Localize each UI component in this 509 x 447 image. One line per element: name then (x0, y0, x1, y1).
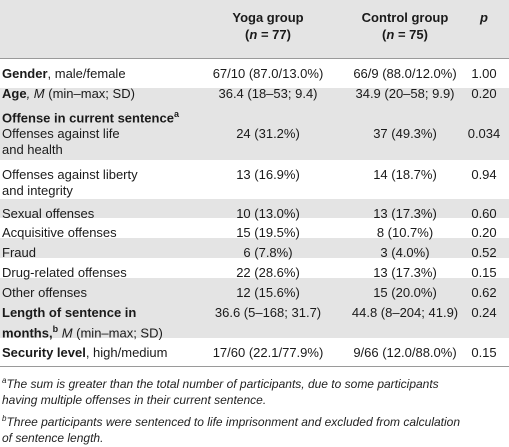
cell-yoga: 67/10 (87.0/13.0%) (212, 66, 324, 81)
cell-control: 37 (49.3%) (373, 126, 437, 141)
cell-yoga: 36.6 (5–168; 31.7) (214, 305, 322, 320)
cell-p: 0.24 (471, 305, 497, 320)
row-band (0, 110, 509, 160)
cell-p: 0.034 (467, 126, 501, 141)
row-label-offense: Drug-related offenses (2, 265, 127, 280)
cell-p: 0.52 (471, 245, 497, 260)
cell-p: 0.20 (471, 225, 497, 240)
row-label-offense: Offenses against liberty and integrity (2, 167, 138, 198)
cell-control: 44.8 (8–204; 41.9) (351, 305, 459, 320)
row-band (0, 298, 509, 338)
cell-yoga: 10 (13.0%) (236, 206, 300, 221)
row-label-security: Security level, high/medium (2, 345, 168, 360)
footnote-a: aThe sum is greater than the total numbe… (2, 376, 439, 407)
cell-yoga: 15 (19.5%) (236, 225, 300, 240)
row-label-offense: Fraud (2, 245, 36, 260)
row-band (0, 88, 509, 110)
cell-control: 66/9 (88.0/12.0%) (353, 66, 457, 81)
cell-p: 1.00 (471, 66, 497, 81)
cell-yoga: 17/60 (22.1/77.9%) (212, 345, 324, 360)
cell-p: 0.15 (471, 345, 497, 360)
row-label-gender: Gender, male/female (2, 66, 126, 81)
header-rule (0, 58, 509, 59)
cell-control: 15 (20.0%) (373, 285, 437, 300)
header-band (0, 0, 509, 58)
col-header-control: Control group (n = 75) (361, 10, 449, 42)
cell-control: 9/66 (12.0/88.0%) (353, 345, 457, 360)
row-label-offense: Other offenses (2, 285, 88, 300)
cell-control: 8 (10.7%) (376, 225, 434, 240)
row-label-offense: Offenses against life and health (2, 126, 120, 157)
cell-yoga: 6 (7.8%) (243, 245, 293, 260)
cell-yoga: 13 (16.9%) (236, 167, 300, 182)
cell-yoga: 12 (15.6%) (236, 285, 300, 300)
cell-control: 13 (17.3%) (373, 206, 437, 221)
col-header-p: p (480, 10, 488, 25)
row-label-sentence-length: Length of sentence in months,b M (min–ma… (2, 305, 163, 341)
cell-p: 0.94 (471, 167, 497, 182)
cell-p: 0.15 (471, 265, 497, 280)
row-label-offense: Sexual offenses (2, 206, 95, 221)
row-band (0, 278, 509, 298)
cell-p: 0.20 (471, 86, 497, 101)
table-bottom-rule (0, 366, 509, 367)
cell-yoga: 22 (28.6%) (236, 265, 300, 280)
cell-control: 14 (18.7%) (373, 167, 437, 182)
row-band (0, 238, 509, 258)
cell-p: 0.60 (471, 206, 497, 221)
cell-p: 0.62 (471, 285, 497, 300)
cell-yoga: 24 (31.2%) (236, 126, 300, 141)
footnote-b: bThree participants were sentenced to li… (2, 414, 461, 445)
row-label-offense: Acquisitive offenses (2, 225, 117, 240)
cell-control: 3 (4.0%) (380, 245, 430, 260)
cell-control: 13 (17.3%) (373, 265, 437, 280)
section-heading-offense: Offense in current sentencea (2, 109, 179, 126)
col-header-yoga: Yoga group (n = 77) (232, 10, 304, 42)
cell-control: 34.9 (20–58; 9.9) (355, 86, 455, 101)
cell-yoga: 36.4 (18–53; 9.4) (218, 86, 318, 101)
row-band (0, 199, 509, 218)
row-label-age: Age, M (min–max; SD) (2, 86, 135, 101)
